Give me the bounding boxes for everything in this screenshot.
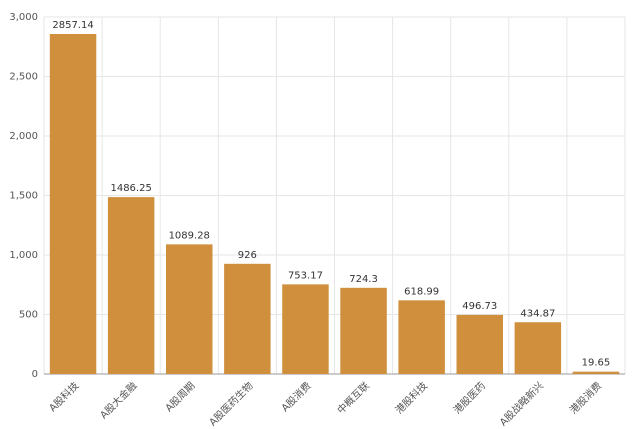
x-tick-label: 中概互联 <box>334 379 371 416</box>
value-label: 926 <box>238 250 257 261</box>
value-label: 2857.14 <box>52 20 93 31</box>
bar <box>107 197 155 374</box>
x-tick-label: A股科技 <box>46 379 81 414</box>
bar <box>572 371 620 374</box>
y-tick-label: 2,000 <box>9 131 38 142</box>
bar <box>340 287 387 374</box>
bar <box>49 34 97 375</box>
y-tick-label: 0 <box>32 369 38 380</box>
x-tick-label: 港股消费 <box>567 379 604 416</box>
value-label: 496.73 <box>462 301 497 312</box>
bar <box>166 244 213 374</box>
x-tick-label: A股医药生物 <box>206 379 255 428</box>
value-label: 1089.28 <box>169 230 210 241</box>
y-tick-label: 3,000 <box>9 12 38 23</box>
bar <box>456 314 503 374</box>
value-label: 724.3 <box>349 274 378 285</box>
value-label: 1486.25 <box>110 183 151 194</box>
value-label: 618.99 <box>404 286 439 297</box>
bar <box>282 284 329 374</box>
value-label: 753.17 <box>288 270 323 281</box>
y-tick-label: 500 <box>19 310 38 321</box>
value-label: 434.87 <box>520 308 555 319</box>
x-tick-label: A股战略新兴 <box>497 379 546 428</box>
x-tick-label: 港股医药 <box>451 380 488 417</box>
y-tick-label: 1,500 <box>9 191 38 202</box>
bar <box>224 263 271 374</box>
x-tick-label: 港股科技 <box>392 379 429 416</box>
x-tick-label: A股大金融 <box>97 379 139 421</box>
value-label: 19.65 <box>582 358 611 369</box>
bar <box>514 322 562 374</box>
y-tick-label: 2,500 <box>9 72 38 83</box>
x-tick-label: A股消费 <box>278 379 313 414</box>
x-tick-label: A股周期 <box>163 380 198 415</box>
bar <box>398 300 445 374</box>
y-tick-label: 1,000 <box>9 250 38 261</box>
